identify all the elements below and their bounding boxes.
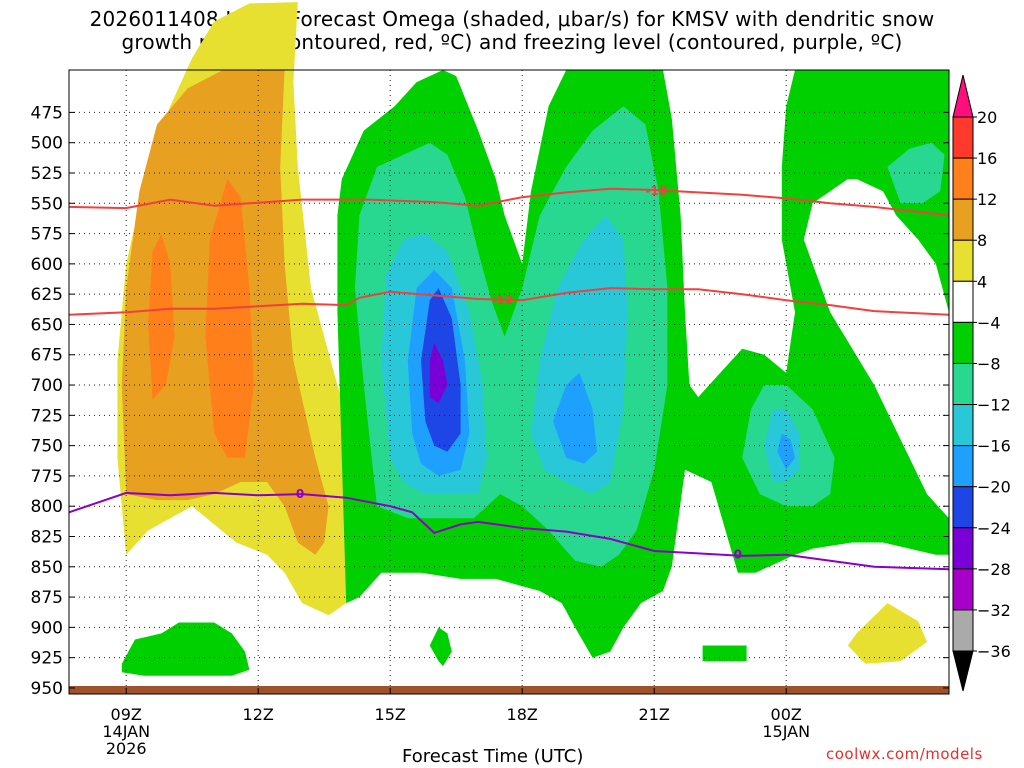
omega-region-16	[553, 372, 597, 464]
contour-label-1: -12	[492, 293, 514, 307]
credit-link[interactable]: coolwx.com/models	[826, 745, 983, 763]
y-tick-label-725: 725	[31, 406, 63, 426]
y-axis: 475 500 525 550 575 600 625 650 675 700 725 750 775 8…	[31, 103, 949, 699]
omega-region-7	[429, 627, 452, 667]
y-tick-label-775: 775	[31, 467, 63, 487]
x-tick-label-12Z: 12Z	[243, 705, 274, 724]
contour-label-2: 0	[296, 487, 304, 501]
x-tick-label-18Z: 18Z	[507, 705, 538, 724]
contour-line-2	[68, 491, 950, 571]
plot-frame	[68, 69, 950, 695]
chart-title: 2026011408 HRRR Forecast Omega (shaded, …	[0, 8, 1024, 54]
y-tick-label-650: 650	[31, 315, 63, 335]
contour-label-0: -18	[646, 184, 668, 198]
colorbar-label-1: 16	[977, 149, 997, 168]
colorbar-label-3: 8	[977, 231, 987, 250]
colorbar: 20 16 12 8 4 −4 −8 −12 −16 −20 −24 −28 −32 −36	[952, 74, 1011, 692]
colorbar-label-9: −20	[977, 478, 1011, 497]
colorbar-band-6	[952, 362, 974, 406]
y-tick-label-875: 875	[31, 588, 63, 608]
colorbar-label-12: −32	[977, 601, 1011, 620]
colorbar-band-0	[952, 116, 974, 159]
colorbar-band-4	[952, 280, 974, 323]
colorbar-band-5	[952, 321, 974, 364]
y-tick-label-675: 675	[31, 346, 63, 366]
x-tick-year-09Z: 2026	[106, 739, 147, 758]
temperature-contours: -18 -12 0 0	[68, 184, 950, 571]
omega-region-17	[777, 433, 795, 470]
colorbar-label-10: −24	[977, 519, 1011, 538]
omega-region-2	[148, 233, 175, 400]
y-tick-label-825: 825	[31, 527, 63, 547]
y-tick-label-800: 800	[31, 497, 63, 517]
colorbar-band-10	[952, 527, 974, 570]
y-tick-label-925: 925	[31, 649, 63, 669]
colorbar-band-2	[952, 198, 974, 241]
colorbar-label-8: −16	[977, 437, 1011, 456]
colorbar-arrow-top	[952, 74, 974, 118]
omega-region-19	[429, 342, 448, 404]
y-tick-label-625: 625	[31, 285, 63, 305]
omega-region-4	[847, 603, 927, 664]
y-tick-label-950: 950	[31, 679, 63, 699]
contour-line-0	[68, 187, 950, 217]
colorbar-band-7	[952, 404, 974, 447]
omega-region-11	[887, 142, 945, 204]
omega-shading	[117, 2, 949, 676]
omega-region-3	[205, 179, 254, 458]
x-tick-date-00Z: 15JAN	[762, 722, 810, 741]
omega-region-8	[702, 645, 747, 662]
contour-line-1	[68, 287, 950, 316]
colorbar-arrow-bottom	[952, 650, 974, 692]
colorbar-band-12	[952, 609, 974, 652]
colorbar-label-6: −8	[977, 354, 1001, 373]
colorbar-label-13: −36	[977, 642, 1011, 661]
y-tick-label-900: 900	[31, 618, 63, 638]
title-line-1: 2026011408 HRRR Forecast Omega (shaded, …	[89, 7, 935, 31]
y-tick-label-750: 750	[31, 437, 63, 457]
colorbar-band-11	[952, 568, 974, 611]
title-line-2: growth region (contoured, red, ºC) and f…	[121, 30, 903, 54]
y-tick-label-600: 600	[31, 255, 63, 275]
y-tick-label-850: 850	[31, 558, 63, 578]
x-tick-label-21Z: 21Z	[639, 705, 670, 724]
terrain-strip	[69, 686, 949, 694]
colorbar-label-4: 4	[977, 272, 987, 291]
colorbar-label-7: −12	[977, 396, 1011, 415]
x-axis-title: Forecast Time (UTC)	[402, 746, 584, 767]
colorbar-label-0: 20	[977, 108, 997, 127]
gridlines	[69, 70, 949, 694]
colorbar-band-8	[952, 445, 974, 488]
colorbar-band-9	[952, 486, 974, 529]
colorbar-label-2: 12	[977, 190, 997, 209]
x-tick-label-15Z: 15Z	[375, 705, 406, 724]
x-tick-label-00Z: 00Z	[771, 705, 802, 724]
contour-label-3: 0	[734, 548, 742, 562]
y-tick-label-475: 475	[31, 103, 63, 123]
colorbar-label-11: −28	[977, 560, 1011, 579]
omega-region-6	[121, 622, 250, 676]
x-tick-label-09Z: 09Z	[111, 705, 142, 724]
y-tick-label-525: 525	[31, 164, 63, 184]
y-tick-label-500: 500	[31, 134, 63, 154]
y-tick-label-700: 700	[31, 376, 63, 396]
colorbar-band-3	[952, 239, 974, 282]
x-tick-date-09Z: 14JAN	[102, 722, 150, 741]
y-tick-label-575: 575	[31, 225, 63, 245]
colorbar-label-5: −4	[977, 313, 1001, 332]
colorbar-band-1	[952, 157, 974, 200]
y-tick-label-550: 550	[31, 194, 63, 214]
